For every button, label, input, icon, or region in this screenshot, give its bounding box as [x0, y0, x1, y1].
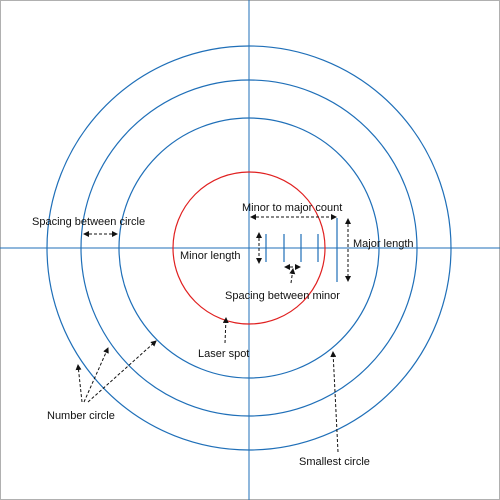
label-minor-length: Minor length	[180, 250, 241, 262]
number-circle-leader-2	[83, 347, 109, 403]
laser-spot-leader	[222, 317, 229, 344]
label-smallest-circle: Smallest circle	[299, 456, 370, 468]
spacing-between-minor-leader	[289, 268, 296, 284]
label-spacing-between-minor: Spacing between minor	[225, 290, 340, 302]
label-number-circle: Number circle	[47, 410, 115, 422]
smallest-circle-leader	[330, 351, 339, 453]
number-circle-middle	[80, 79, 418, 417]
laser-spot-circle	[172, 171, 326, 325]
number-circle-outer	[46, 45, 452, 451]
label-laser-spot: Laser spot	[198, 348, 249, 360]
label-spacing-between-circle: Spacing between circle	[32, 216, 145, 228]
label-minor-to-major-count: Minor to major count	[242, 202, 342, 214]
number-circle-inner	[118, 117, 380, 379]
annotations	[75, 214, 351, 453]
number-circle-leader-1	[75, 364, 83, 403]
label-major-length: Major length	[353, 238, 414, 250]
number-circle-leader-3	[87, 340, 157, 403]
